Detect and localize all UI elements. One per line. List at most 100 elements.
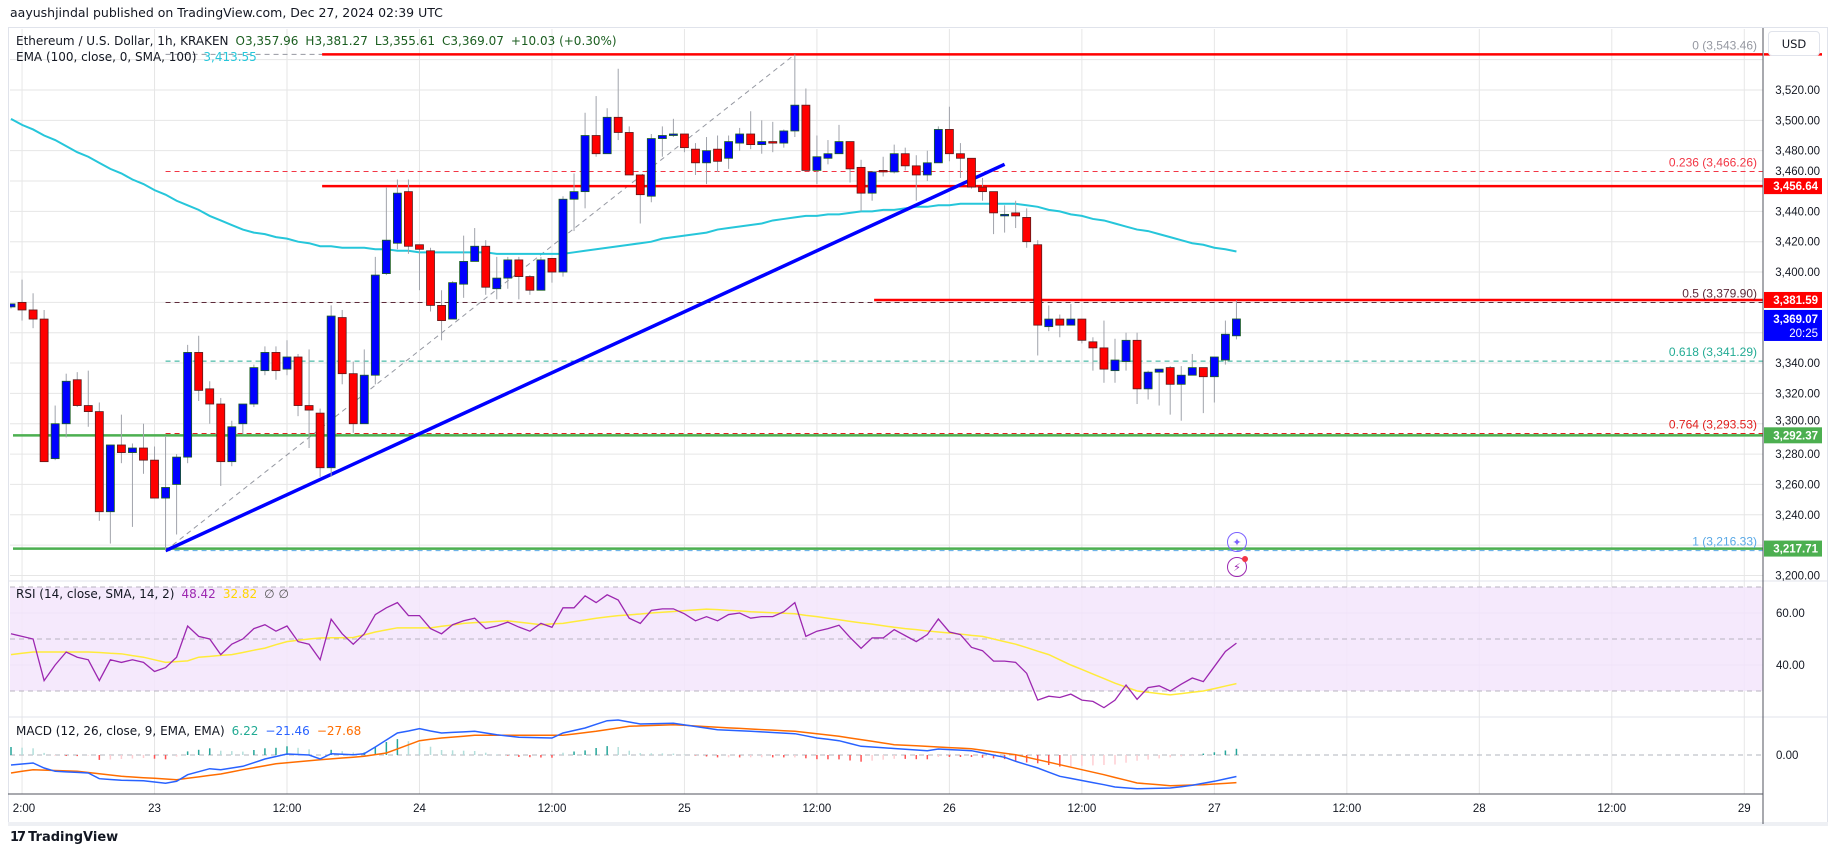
candle[interactable] <box>558 196 568 277</box>
symbol-title[interactable]: Ethereum / U.S. Dollar, 1h, KRAKEN <box>16 34 229 48</box>
candle[interactable] <box>669 118 678 138</box>
candle[interactable] <box>1055 314 1065 338</box>
candle[interactable] <box>801 88 811 171</box>
candle[interactable] <box>989 191 998 235</box>
candle[interactable] <box>911 155 921 201</box>
currency-button[interactable]: USD <box>1768 31 1820 56</box>
candle[interactable] <box>1165 366 1175 415</box>
candle[interactable] <box>437 290 446 341</box>
candle[interactable] <box>1121 332 1131 371</box>
candle[interactable] <box>779 129 789 148</box>
candle[interactable] <box>525 275 535 295</box>
rsi-pane[interactable] <box>10 594 1237 709</box>
candle[interactable] <box>161 435 170 551</box>
candle[interactable] <box>315 408 325 477</box>
candle[interactable] <box>867 171 877 201</box>
candle[interactable] <box>392 179 402 250</box>
candle[interactable] <box>1209 356 1219 403</box>
candle[interactable] <box>415 244 424 291</box>
candle[interactable] <box>128 443 137 527</box>
candle[interactable] <box>514 256 524 300</box>
candle[interactable] <box>50 405 60 461</box>
candle[interactable] <box>117 414 126 464</box>
fib-trend-line[interactable] <box>165 54 796 552</box>
candle[interactable] <box>249 364 259 408</box>
candle[interactable] <box>17 279 27 321</box>
candle[interactable] <box>381 187 391 276</box>
candle[interactable] <box>691 143 700 175</box>
candle[interactable] <box>812 135 822 185</box>
candle[interactable] <box>746 111 756 150</box>
candle[interactable] <box>481 240 491 295</box>
candle[interactable] <box>492 256 502 300</box>
candle[interactable] <box>1110 338 1120 383</box>
candle[interactable] <box>205 381 215 424</box>
axes[interactable]: 2:00 23 12:00 24 12:00 25 12:00 26 12:00 27 12:00 2… <box>13 38 1820 815</box>
candle[interactable] <box>1088 337 1098 371</box>
candle[interactable] <box>216 397 226 486</box>
candle[interactable] <box>183 344 193 464</box>
candle[interactable] <box>1198 367 1208 414</box>
tradingview-logo[interactable]: 17 TradingView <box>10 830 118 845</box>
candle[interactable] <box>823 140 833 165</box>
lightning-icon[interactable]: ⚡ <box>1227 556 1248 577</box>
candle[interactable] <box>238 403 248 435</box>
candle[interactable] <box>878 156 888 177</box>
candle[interactable] <box>1044 305 1054 332</box>
candle[interactable] <box>646 133 656 203</box>
candle[interactable] <box>889 144 899 174</box>
candle[interactable] <box>1022 208 1032 248</box>
candle[interactable] <box>459 235 469 298</box>
candle[interactable] <box>72 372 82 408</box>
candle[interactable] <box>404 179 413 254</box>
candle[interactable] <box>1176 366 1186 421</box>
candle[interactable] <box>856 159 866 212</box>
candle[interactable] <box>580 112 590 209</box>
candle[interactable] <box>337 309 347 385</box>
sparkle-icon[interactable]: ✦ <box>1227 532 1247 552</box>
candle[interactable] <box>172 454 182 535</box>
candle[interactable] <box>260 346 270 376</box>
candle[interactable] <box>724 135 733 169</box>
candle[interactable] <box>61 373 71 438</box>
candle[interactable] <box>105 444 115 544</box>
candle[interactable] <box>1221 320 1230 365</box>
candle[interactable] <box>470 228 480 262</box>
candle[interactable] <box>768 121 778 153</box>
candle[interactable] <box>293 353 303 417</box>
candle[interactable] <box>713 135 722 172</box>
candle[interactable] <box>348 361 358 433</box>
candle[interactable] <box>304 349 314 449</box>
candle[interactable] <box>1143 370 1153 400</box>
candle[interactable] <box>227 420 237 467</box>
candle[interactable] <box>757 120 767 154</box>
candle[interactable] <box>1033 240 1043 356</box>
candle[interactable] <box>922 150 932 182</box>
candle[interactable] <box>547 257 557 283</box>
candle[interactable] <box>1099 320 1109 383</box>
candle[interactable] <box>657 126 667 157</box>
candle[interactable] <box>271 346 281 380</box>
candle[interactable] <box>613 68 623 141</box>
candle[interactable] <box>569 173 579 232</box>
candle[interactable] <box>933 126 943 164</box>
candle[interactable] <box>28 293 38 329</box>
candle[interactable] <box>139 423 148 474</box>
candle[interactable] <box>39 309 49 463</box>
candle[interactable] <box>150 446 159 499</box>
candle[interactable] <box>426 247 435 312</box>
candle[interactable] <box>790 54 800 138</box>
candle[interactable] <box>370 256 380 385</box>
candle[interactable] <box>1011 200 1021 229</box>
candle[interactable] <box>282 340 292 376</box>
candle[interactable] <box>194 335 204 401</box>
candle[interactable] <box>503 256 513 289</box>
candle[interactable] <box>1154 368 1164 406</box>
candle[interactable] <box>834 124 844 155</box>
candle[interactable] <box>1132 332 1142 405</box>
candle[interactable] <box>602 108 612 155</box>
price-pane[interactable] <box>7 53 1763 553</box>
trend-line[interactable] <box>164 162 1006 553</box>
candle[interactable] <box>956 143 965 178</box>
